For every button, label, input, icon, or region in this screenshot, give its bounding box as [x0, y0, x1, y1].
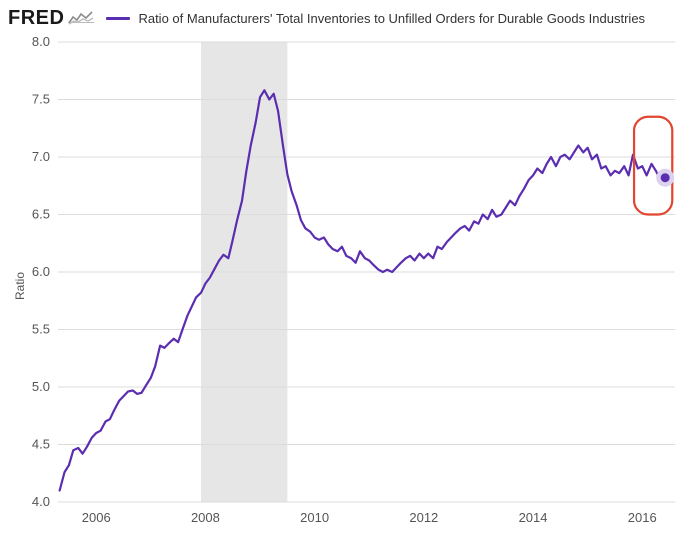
data-series-line [60, 90, 666, 490]
y-tick-label: 8.0 [32, 36, 50, 49]
chart-container: Ratio 4.04.55.05.56.06.57.07.58.02006200… [0, 36, 689, 536]
y-tick-label: 5.0 [32, 379, 50, 394]
x-tick-label: 2012 [409, 510, 438, 525]
fred-logo-text: FRED [8, 7, 64, 30]
end-point-marker [661, 173, 670, 182]
legend-label: Ratio of Manufacturers' Total Inventorie… [138, 11, 645, 26]
y-tick-label: 4.0 [32, 494, 50, 509]
x-tick-label: 2008 [191, 510, 220, 525]
y-tick-label: 5.5 [32, 322, 50, 337]
x-tick-label: 2016 [628, 510, 657, 525]
x-tick-label: 2014 [519, 510, 548, 525]
y-tick-label: 4.5 [32, 437, 50, 452]
x-tick-label: 2006 [82, 510, 111, 525]
x-tick-label: 2010 [300, 510, 329, 525]
y-tick-label: 6.5 [32, 207, 50, 222]
chart-svg: 4.0 4.5 5.0 5.5 6.0 6.5 7.0 7.5 8.0 2006 2008 2010 2… [0, 36, 689, 536]
legend-color-swatch [106, 17, 130, 20]
y-tick-label: 7.5 [32, 92, 50, 107]
fred-logo-chart-icon [68, 10, 94, 26]
y-tick-label: 6.0 [32, 264, 50, 279]
y-tick-label: 7.0 [32, 149, 50, 164]
chart-header: FRED Ratio of Manufacturers' Total Inven… [8, 6, 681, 30]
